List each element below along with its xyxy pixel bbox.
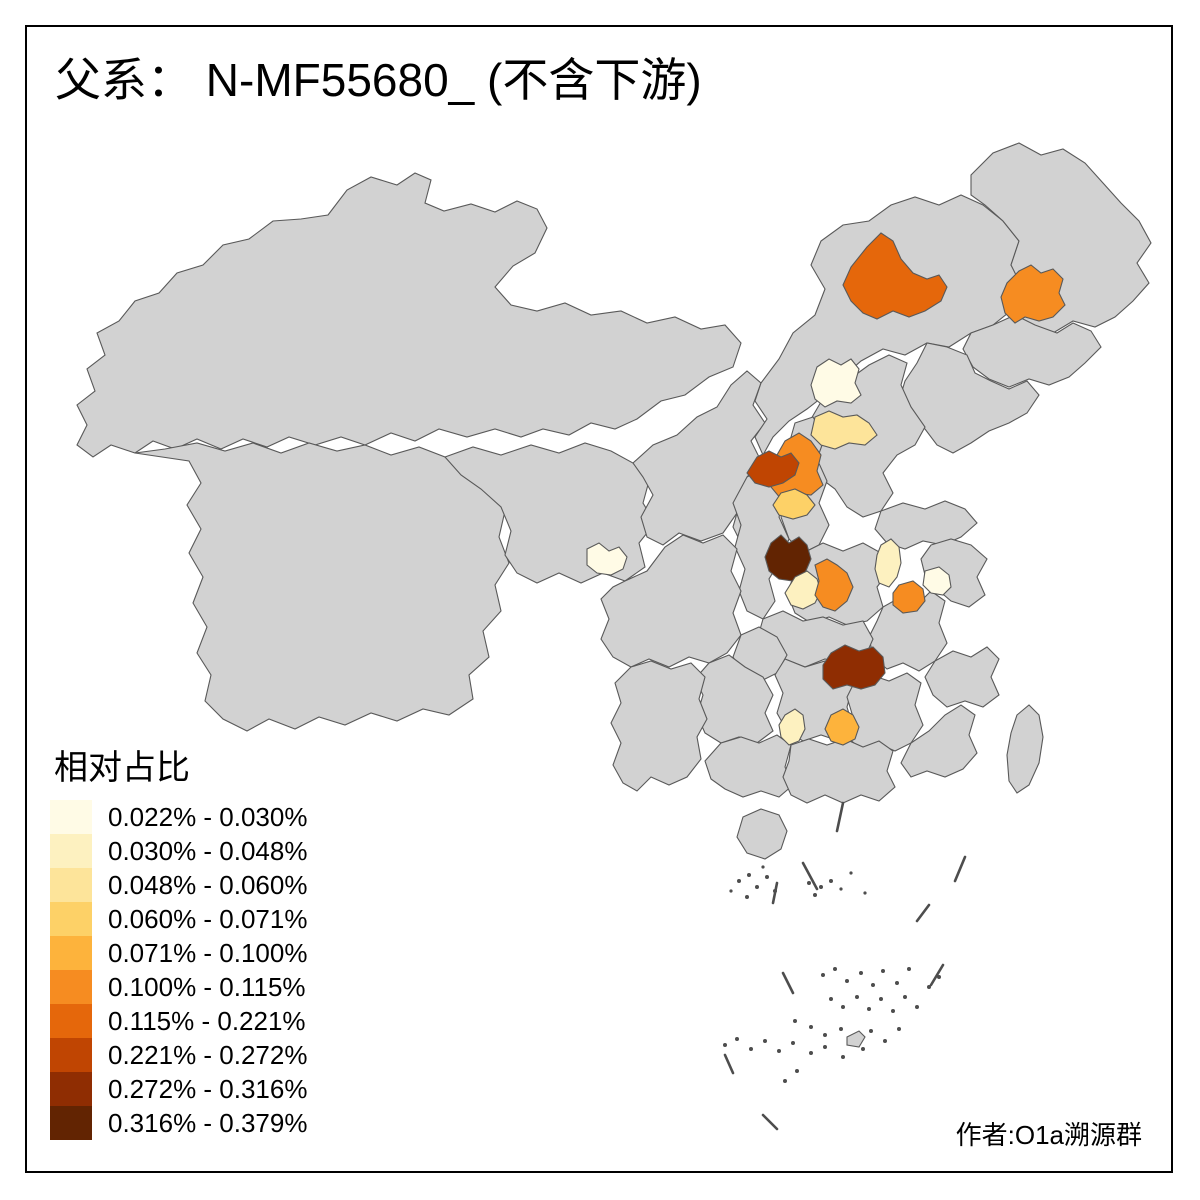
islet-shape <box>846 1030 866 1048</box>
region-jiangxi-fujian <box>822 644 886 690</box>
page-title: 父系： N-MF55680_ (不含下游) <box>55 54 702 106</box>
region-shaanxi-xian <box>772 488 816 520</box>
nine-dash-line <box>723 801 967 1131</box>
legend-rows: 0.022% - 0.030% 0.030% - 0.048% 0.048% -… <box>50 800 380 1140</box>
region-guangdong-west <box>778 708 806 746</box>
china-map-canvas <box>25 25 1173 1173</box>
legend-item: 0.316% - 0.379% <box>50 1106 380 1140</box>
legend-item-label: 0.022% - 0.030% <box>108 802 308 832</box>
province-sichuan <box>600 534 742 668</box>
province-hainan <box>736 808 788 860</box>
legend-item-label: 0.071% - 0.100% <box>108 938 308 968</box>
legend-item-label: 0.100% - 0.115% <box>108 972 306 1002</box>
china-choropleth-svg <box>25 142 1152 1131</box>
region-anhui-west <box>814 558 854 612</box>
region-sichuan-mianyang <box>586 542 628 576</box>
legend-swatch-icon <box>50 902 92 936</box>
legend-item-label: 0.272% - 0.316% <box>108 1074 308 1104</box>
legend-item: 0.115% - 0.221% <box>50 1004 380 1038</box>
legend-swatch-icon <box>50 936 92 970</box>
legend-swatch-icon <box>50 868 92 902</box>
legend-swatch-icon <box>50 800 92 834</box>
province-xinjiang <box>76 172 742 458</box>
author-credit: 作者:O1a溯源群 <box>955 1120 1142 1150</box>
region-jiangsu-huaian <box>874 538 902 588</box>
region-zhejiang-hangzhou <box>892 580 926 614</box>
legend-item: 0.030% - 0.048% <box>50 834 380 868</box>
south-china-sea-islets <box>25 865 941 1083</box>
region-shanghai <box>922 566 952 596</box>
legend-swatch-icon <box>50 1038 92 1072</box>
province-heilongjiang <box>970 142 1152 334</box>
legend-item-label: 0.221% - 0.272% <box>108 1040 308 1070</box>
legend-swatch-icon <box>50 1106 92 1140</box>
legend-item-label: 0.048% - 0.060% <box>108 870 308 900</box>
image-frame-border <box>25 25 1173 1173</box>
legend-heading: 相对占比 <box>54 749 190 787</box>
region-tianjin-langfang <box>810 410 878 450</box>
legend-item: 0.272% - 0.316% <box>50 1072 380 1106</box>
province-jilin <box>962 314 1102 388</box>
legend-item-label: 0.060% - 0.071% <box>108 904 308 934</box>
legend-item: 0.048% - 0.060% <box>50 868 380 902</box>
province-guangxi <box>704 734 794 798</box>
region-henan-south <box>784 570 822 610</box>
legend-item: 0.060% - 0.071% <box>50 902 380 936</box>
legend-item-label: 0.115% - 0.221% <box>108 1006 306 1036</box>
legend-item-label: 0.316% - 0.379% <box>108 1108 308 1138</box>
legend-item: 0.022% - 0.030% <box>50 800 380 834</box>
legend-item: 0.100% - 0.115% <box>50 970 380 1004</box>
region-shaanxi-yanan <box>746 450 800 488</box>
legend-swatch-icon <box>50 834 92 868</box>
highlighted-regions <box>586 232 1066 746</box>
legend-item-label: 0.030% - 0.048% <box>108 836 308 866</box>
region-henan-luoyang <box>764 534 812 582</box>
region-guangdong-east <box>824 708 860 746</box>
legend-swatch-icon <box>50 1004 92 1038</box>
region-inner-mongolia-tongliao <box>842 232 948 320</box>
province-fujian <box>900 704 978 778</box>
region-jilin-changchun <box>1000 264 1066 324</box>
province-yunnan <box>610 660 708 792</box>
legend: 相对占比 0.022% - 0.030% 0.030% - 0.048% 0.0… <box>50 748 380 1140</box>
province-tibet <box>134 442 510 732</box>
province-taiwan <box>1006 704 1044 794</box>
legend-item: 0.071% - 0.100% <box>50 936 380 970</box>
region-beijing <box>810 358 862 408</box>
legend-swatch-icon <box>50 970 92 1004</box>
legend-item: 0.221% - 0.272% <box>50 1038 380 1072</box>
legend-swatch-icon <box>50 1072 92 1106</box>
province-zhejiang <box>924 646 1000 708</box>
